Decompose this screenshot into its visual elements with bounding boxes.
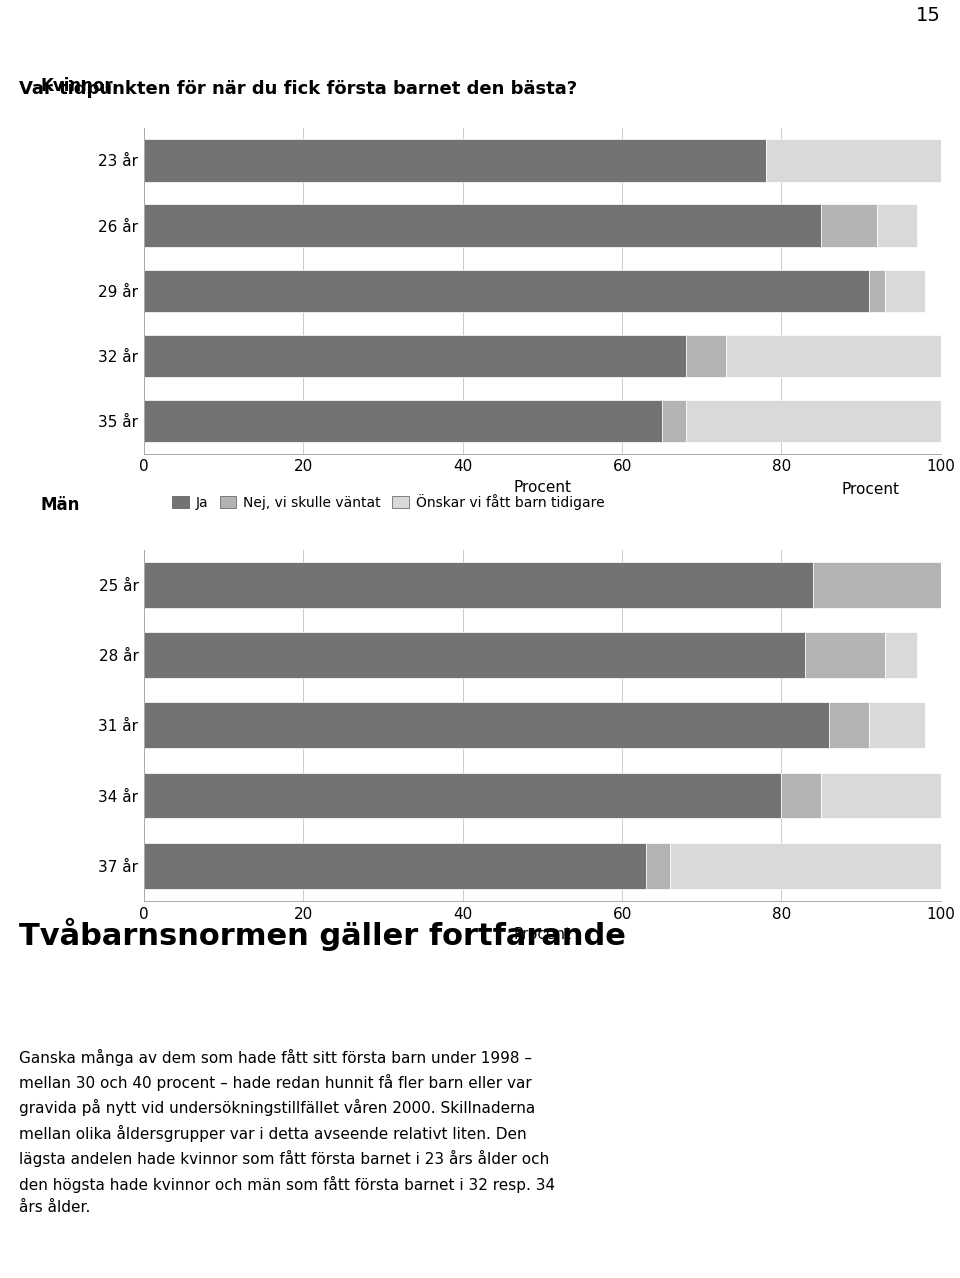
- Bar: [821, 773, 941, 818]
- Bar: [869, 703, 924, 748]
- Bar: [885, 633, 917, 677]
- Text: 15: 15: [916, 5, 941, 24]
- Bar: [144, 400, 662, 442]
- Bar: [685, 400, 941, 442]
- Bar: [685, 335, 726, 377]
- Bar: [765, 139, 941, 181]
- Bar: [877, 204, 917, 247]
- Bar: [829, 703, 869, 748]
- Bar: [144, 703, 829, 748]
- Text: Var tidpunkten för när du fick första barnet den bästa?: Var tidpunkten för när du fick första ba…: [19, 81, 577, 98]
- Text: Kvinnor: Kvinnor: [40, 77, 113, 95]
- X-axis label: Procent: Procent: [514, 479, 571, 495]
- Text: Procent: Procent: [841, 482, 900, 497]
- Bar: [813, 562, 941, 607]
- Bar: [781, 773, 822, 818]
- Bar: [144, 335, 685, 377]
- Bar: [144, 562, 813, 607]
- Bar: [144, 270, 869, 312]
- Text: Män: Män: [40, 496, 80, 514]
- Bar: [726, 335, 941, 377]
- Bar: [885, 270, 924, 312]
- Bar: [144, 633, 805, 677]
- Bar: [646, 843, 670, 888]
- Text: Ganska många av dem som hade fått sitt första barn under 1998 –
mellan 30 och 40: Ganska många av dem som hade fått sitt f…: [19, 1048, 555, 1215]
- X-axis label: Procent: Procent: [514, 927, 571, 942]
- Bar: [662, 400, 685, 442]
- Bar: [144, 139, 765, 181]
- Bar: [821, 204, 877, 247]
- Bar: [670, 843, 941, 888]
- Bar: [805, 633, 885, 677]
- Legend: Ja, Nej, vi skulle väntat, Önskar vi fått barn tidigare: Ja, Nej, vi skulle väntat, Önskar vi fåt…: [167, 488, 610, 515]
- Bar: [869, 270, 885, 312]
- Bar: [144, 773, 781, 818]
- Text: Tvåbarnsnormen gäller fortfarande: Tvåbarnsnormen gäller fortfarande: [19, 918, 626, 951]
- Bar: [144, 843, 646, 888]
- Bar: [144, 204, 821, 247]
